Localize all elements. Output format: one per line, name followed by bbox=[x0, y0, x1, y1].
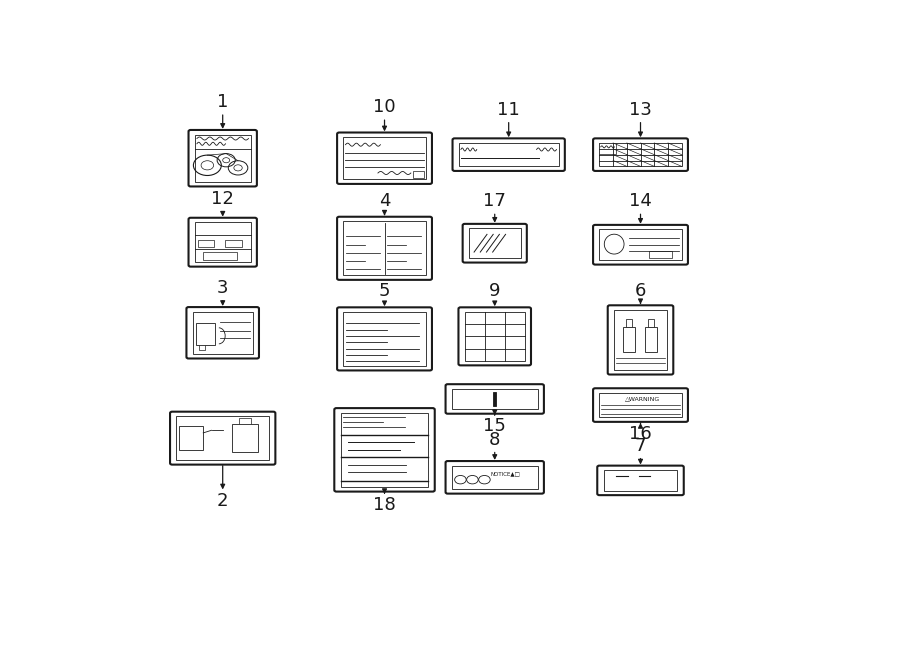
Bar bbox=[194, 135, 250, 182]
Bar bbox=[649, 251, 671, 258]
Bar bbox=[459, 143, 559, 167]
Bar bbox=[340, 412, 428, 487]
Text: 5: 5 bbox=[379, 282, 391, 299]
Bar bbox=[626, 319, 632, 327]
Text: 16: 16 bbox=[629, 425, 652, 443]
FancyBboxPatch shape bbox=[593, 138, 688, 171]
Text: 15: 15 bbox=[483, 418, 506, 436]
FancyBboxPatch shape bbox=[458, 307, 531, 366]
Text: 6: 6 bbox=[634, 282, 646, 299]
Bar bbox=[614, 310, 667, 370]
Bar bbox=[645, 327, 657, 352]
FancyBboxPatch shape bbox=[453, 138, 565, 171]
FancyBboxPatch shape bbox=[608, 305, 673, 375]
Bar bbox=[452, 465, 537, 489]
Bar bbox=[232, 424, 258, 452]
Bar bbox=[344, 221, 426, 275]
Text: 8: 8 bbox=[489, 431, 500, 449]
Ellipse shape bbox=[604, 234, 624, 254]
Bar bbox=[199, 344, 204, 350]
Bar bbox=[412, 171, 424, 178]
Bar bbox=[344, 312, 426, 366]
FancyBboxPatch shape bbox=[186, 307, 259, 358]
Bar bbox=[599, 393, 681, 417]
FancyBboxPatch shape bbox=[446, 384, 544, 414]
Text: 13: 13 bbox=[629, 101, 652, 119]
Bar bbox=[194, 222, 250, 262]
FancyBboxPatch shape bbox=[334, 408, 435, 492]
Bar bbox=[599, 143, 616, 154]
FancyBboxPatch shape bbox=[338, 217, 432, 280]
Bar bbox=[648, 319, 654, 327]
FancyBboxPatch shape bbox=[463, 224, 526, 262]
Text: 12: 12 bbox=[212, 190, 234, 208]
Bar bbox=[226, 240, 242, 247]
Bar bbox=[469, 229, 520, 258]
Bar bbox=[464, 312, 525, 361]
Bar bbox=[493, 392, 497, 406]
Text: 11: 11 bbox=[498, 101, 520, 119]
Text: 14: 14 bbox=[629, 192, 652, 210]
FancyBboxPatch shape bbox=[338, 307, 432, 370]
FancyBboxPatch shape bbox=[446, 461, 544, 494]
Bar bbox=[198, 240, 214, 247]
Bar bbox=[203, 252, 237, 260]
Bar bbox=[452, 389, 537, 409]
FancyBboxPatch shape bbox=[170, 412, 275, 465]
Text: 1: 1 bbox=[217, 93, 229, 111]
Bar bbox=[599, 229, 681, 260]
FancyBboxPatch shape bbox=[593, 225, 688, 264]
Bar bbox=[193, 312, 253, 354]
Bar bbox=[195, 323, 215, 344]
Text: △WARNING: △WARNING bbox=[625, 396, 660, 401]
Bar bbox=[239, 418, 250, 424]
FancyBboxPatch shape bbox=[188, 130, 256, 186]
Bar bbox=[176, 416, 269, 460]
Text: 10: 10 bbox=[374, 98, 396, 116]
Bar bbox=[344, 137, 426, 179]
FancyBboxPatch shape bbox=[338, 132, 432, 184]
Bar bbox=[179, 426, 203, 450]
Bar bbox=[604, 470, 678, 490]
Text: 17: 17 bbox=[483, 192, 506, 210]
Text: 3: 3 bbox=[217, 279, 229, 297]
Bar bbox=[623, 327, 634, 352]
Text: 9: 9 bbox=[489, 282, 500, 299]
Text: 7: 7 bbox=[634, 437, 646, 455]
Text: 2: 2 bbox=[217, 492, 229, 510]
Bar bbox=[599, 143, 681, 167]
Text: 18: 18 bbox=[374, 496, 396, 514]
Text: 4: 4 bbox=[379, 192, 391, 210]
FancyBboxPatch shape bbox=[598, 465, 684, 495]
Text: NOTICE▲□: NOTICE▲□ bbox=[491, 471, 520, 477]
FancyBboxPatch shape bbox=[593, 388, 688, 422]
FancyBboxPatch shape bbox=[188, 217, 256, 266]
